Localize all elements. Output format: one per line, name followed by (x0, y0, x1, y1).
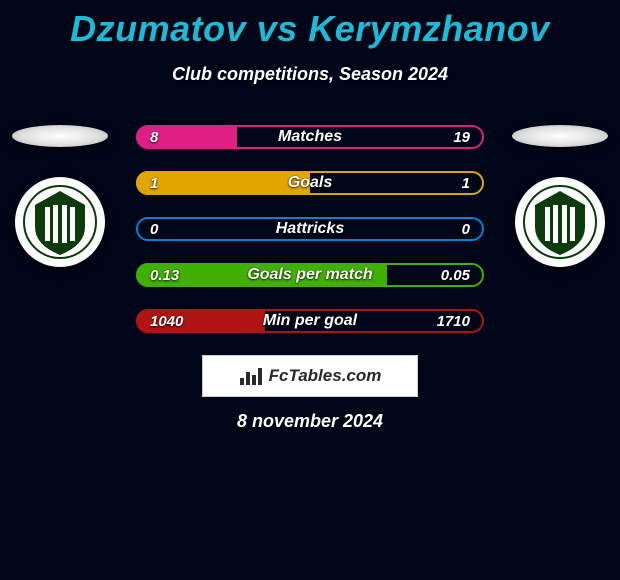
stat-label: Min per goal (136, 312, 484, 330)
stat-bar: 1040Min per goal1710 (136, 309, 484, 333)
stat-right-value: 1 (462, 175, 470, 192)
club-crest-icon (523, 185, 597, 259)
comparison-title: Dzumatov vs Kerymzhanov (0, 0, 620, 50)
stat-bars: 8Matches19 1Goals1 0Hattricks0 0.13Goals pe… (136, 125, 484, 333)
stat-bar: 0.13Goals per match0.05 (136, 263, 484, 287)
brand-box: FcTables.com (202, 355, 418, 397)
stat-right-value: 0 (462, 221, 470, 238)
right-club-badge (515, 177, 605, 267)
bars-icon (239, 366, 263, 386)
player-photo-placeholder (12, 125, 108, 147)
comparison-subtitle: Club competitions, Season 2024 (0, 64, 620, 85)
stat-right-value: 19 (453, 129, 470, 146)
stat-right-value: 1710 (437, 313, 470, 330)
stat-right-value: 0.05 (441, 267, 470, 284)
stat-bar: 8Matches19 (136, 125, 484, 149)
stat-label: Goals per match (136, 266, 484, 284)
club-crest-icon (23, 185, 97, 259)
player-photo-placeholder (512, 125, 608, 147)
stat-label: Hattricks (136, 220, 484, 238)
comparison-content: 8Matches19 1Goals1 0Hattricks0 0.13Goals pe… (0, 125, 620, 432)
brand-text: FcTables.com (269, 366, 382, 386)
stat-label: Matches (136, 128, 484, 146)
stat-bar: 0Hattricks0 (136, 217, 484, 241)
left-club-badge (15, 177, 105, 267)
stat-bar: 1Goals1 (136, 171, 484, 195)
left-player-column (0, 125, 120, 267)
stat-label: Goals (136, 174, 484, 192)
right-player-column (500, 125, 620, 267)
comparison-date: 8 november 2024 (0, 411, 620, 432)
